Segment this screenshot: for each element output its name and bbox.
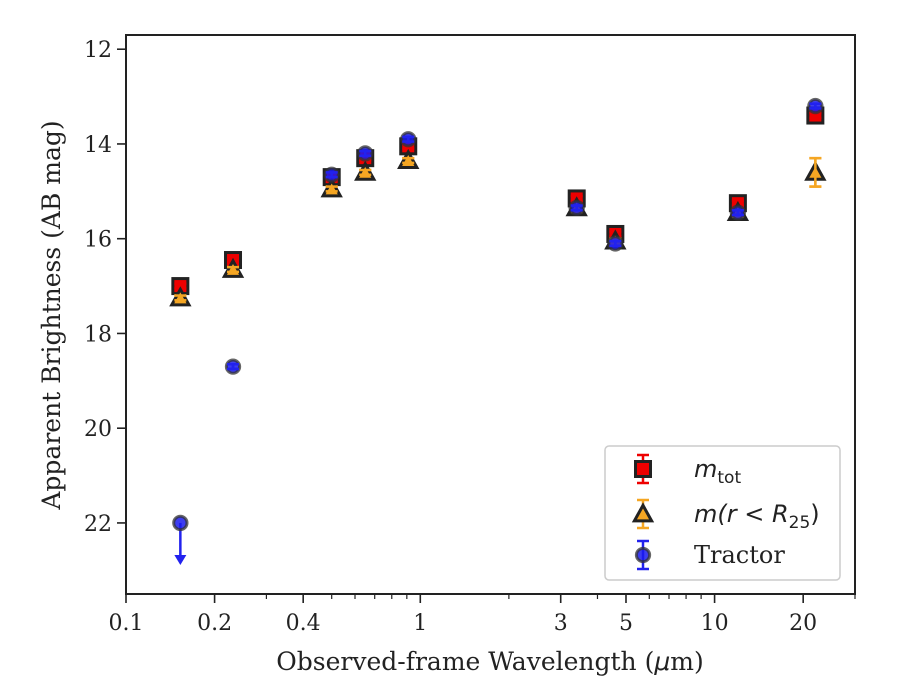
y-tick-label: 22 [84,512,112,537]
x-axis-title-mu: μ [653,647,670,676]
x-axis: 0.1 0.2 0.4 1 3 5 10 20 [109,594,856,636]
plot-frame [125,34,856,595]
x-tick-label: 0.1 [109,611,144,636]
y-tick-label: 12 [84,38,112,63]
series-layer [169,97,827,565]
legend-entry: mtot [634,453,741,488]
upper-limit-arrowhead [174,554,187,565]
x-tick-label: 20 [789,611,817,636]
plot-area [125,34,856,595]
y-tick-label: 20 [84,417,112,442]
legend-marker [631,502,655,523]
series-0 [171,106,825,296]
legend-entry: m(r < R25) [631,498,820,533]
legend-marker [634,546,652,564]
x-tick-label: 1 [413,611,427,636]
x-axis-title: Observed-frame Wavelength (μm) [276,647,703,676]
x-tick-label: 0.4 [286,611,321,636]
x-axis-title-part2: m) [670,647,703,676]
x-axis-title-part1: Observed-frame Wavelength ( [276,647,654,676]
y-axis: 12 14 16 18 20 22 [84,38,126,537]
y-tick-label: 14 [84,133,112,158]
legend-label: mtot [694,455,741,488]
data-point [172,514,189,532]
x-tick-label: 5 [619,611,633,636]
legend-box [604,445,841,581]
legend-label: m(r < R25) [694,500,820,533]
y-tick-label: 18 [84,322,112,347]
legend-marker [634,460,652,478]
y-tick-label: 16 [84,228,112,253]
x-tick-label: 3 [554,611,568,636]
y-axis-title: Apparent Brightness (AB mag) [37,120,66,510]
series-1 [169,148,827,307]
legend-label: Tractor [694,541,785,569]
legend-entry: Tractor [634,539,785,571]
x-tick-label: 10 [701,611,729,636]
legend: mtot m(r < R25) Tractor [604,445,841,581]
series-2 [172,97,824,565]
x-tick-label: 0.2 [197,611,232,636]
